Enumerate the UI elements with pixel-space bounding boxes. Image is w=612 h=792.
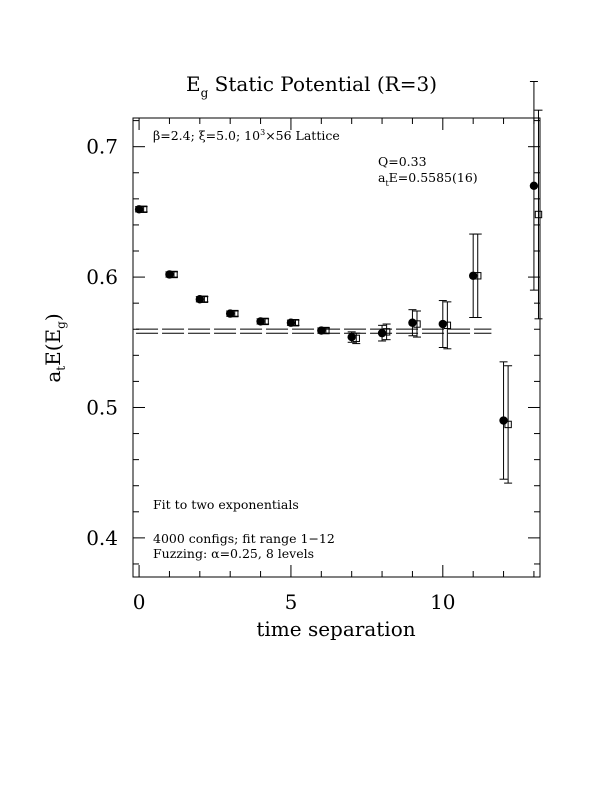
fit-type-annotation: Fit to two exponentials — [153, 497, 299, 512]
data-point-circle — [438, 319, 448, 329]
data-point-circle — [256, 317, 265, 326]
y-label-a: a — [41, 371, 65, 383]
x-tick-label: 0 — [133, 590, 146, 614]
lattice-annotation: β=2.4; ξ=5.0; 103×56 Lattice — [153, 128, 340, 143]
y-tick-label: 0.7 — [86, 135, 118, 159]
data-point-circle — [377, 328, 387, 338]
data-point-square — [139, 205, 148, 213]
y-label-mid: E(E — [41, 329, 65, 366]
data-point-circle — [468, 271, 478, 280]
data-point-square — [504, 420, 512, 429]
data-point-circle — [347, 332, 356, 342]
x-tick-label: 10 — [430, 590, 455, 614]
data-point-square — [413, 320, 421, 328]
data-point-square — [170, 270, 178, 279]
axis-tick-labels: 0 5 10 0.4 0.5 0.6 0.7 — [86, 135, 455, 614]
data-point-square — [261, 317, 269, 326]
fit-energy-rest: E=0.5585(16) — [389, 170, 478, 185]
data-point-circle — [317, 326, 326, 335]
y-label-end: ) — [41, 313, 65, 321]
data-point-square — [352, 334, 360, 343]
data-point-square — [534, 210, 543, 219]
data-point-square — [231, 309, 239, 318]
data-point-circle — [499, 416, 508, 425]
y-label-sub-g: g — [54, 321, 68, 329]
data-point-circle — [408, 318, 417, 327]
data-point-square — [382, 328, 391, 336]
title-main: E — [186, 72, 201, 96]
lattice-prefix: β=2.4; ξ=5.0; 10 — [153, 128, 260, 143]
data-point-square — [443, 321, 452, 330]
title-subscript: g — [201, 86, 209, 100]
y-tick-label: 0.4 — [86, 526, 118, 550]
fuzzing-annotation: Fuzzing: α=0.25, 8 levels — [153, 546, 314, 561]
title-rest: Static Potential (R=3) — [208, 72, 437, 96]
fit-energy-sub: t — [385, 179, 389, 188]
axis-ticks — [133, 118, 540, 577]
configs-annotation: 4000 configs; fit range 1−12 — [153, 531, 335, 546]
q-annotation: Q=0.33 — [378, 154, 427, 169]
y-label-sub-t: t — [54, 366, 68, 371]
data-point-circle — [165, 270, 174, 279]
plot-frame — [132, 117, 541, 578]
fit-band — [136, 328, 492, 334]
data-marks — [134, 80, 543, 484]
data-point-circle — [286, 318, 296, 327]
chart-title: Eg Static Potential (R=3) — [186, 72, 437, 100]
lattice-sup: 3 — [260, 128, 265, 137]
data-point-square — [322, 326, 330, 335]
data-point-square — [200, 295, 209, 303]
data-point-circle — [134, 205, 144, 214]
data-point-circle — [225, 309, 235, 318]
data-point-circle — [529, 181, 539, 191]
y-axis-label: atE(Eg) — [41, 313, 68, 382]
data-point-circle — [195, 295, 205, 304]
lattice-suffix: ×56 Lattice — [265, 128, 340, 143]
y-tick-label: 0.5 — [86, 395, 118, 419]
x-axis-label: time separation — [256, 617, 415, 641]
data-point-square — [291, 319, 300, 327]
x-tick-label: 5 — [285, 590, 298, 614]
data-point-square — [474, 272, 482, 280]
fit-energy-a: a — [378, 170, 386, 185]
fit-energy-annotation: atE=0.5585(16) — [378, 170, 478, 188]
y-tick-label: 0.6 — [86, 265, 118, 289]
